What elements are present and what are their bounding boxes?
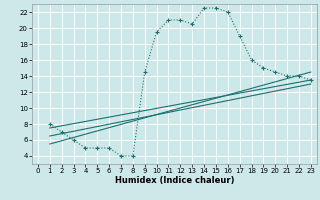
X-axis label: Humidex (Indice chaleur): Humidex (Indice chaleur): [115, 176, 234, 185]
